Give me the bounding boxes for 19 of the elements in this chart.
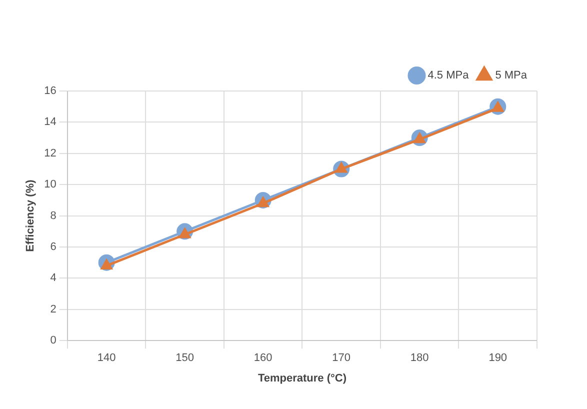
x-axis-title: Temperature (°C): [258, 372, 347, 384]
y-tick-label: 8: [50, 210, 56, 222]
y-tick-label: 0: [50, 334, 56, 347]
x-tick-label: 140: [97, 352, 116, 364]
y-tick-label: 6: [50, 241, 56, 254]
y-tick-label: 12: [44, 147, 56, 160]
y-axis-title: Efficiency (%): [24, 179, 37, 252]
y-tick-label: 10: [44, 178, 56, 191]
y-tick-label: 2: [50, 303, 56, 316]
legend-label: 5 MPa: [495, 70, 528, 82]
x-tick-label: 170: [332, 352, 351, 364]
legend-label: 4.5 MPa: [428, 70, 470, 82]
y-tick-label: 4: [50, 272, 56, 284]
x-tick-label: 150: [176, 352, 194, 364]
y-tick-label: 16: [44, 85, 56, 98]
x-tick-label: 180: [410, 352, 429, 364]
x-tick-label: 160: [254, 352, 272, 364]
y-tick-label: 14: [44, 116, 56, 128]
x-tick-label: 190: [488, 352, 508, 364]
